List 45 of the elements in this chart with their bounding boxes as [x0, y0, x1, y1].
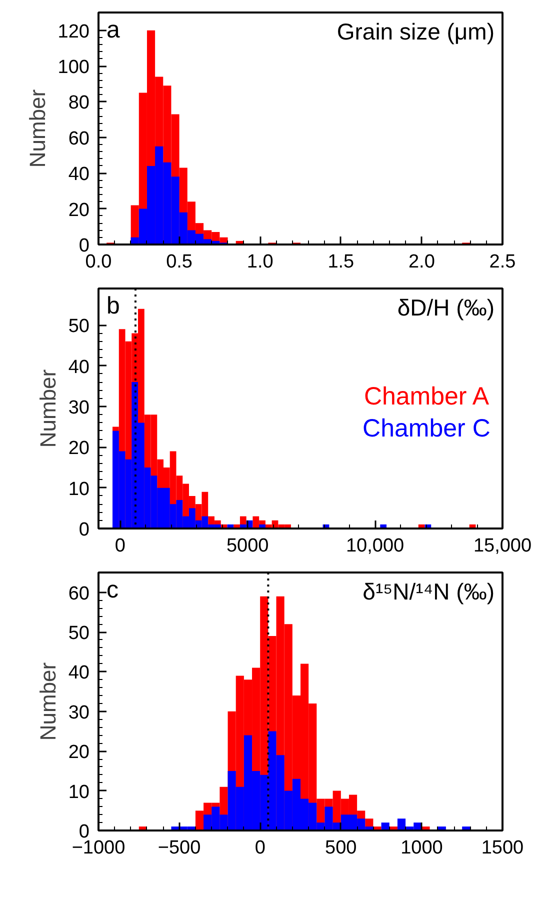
- x-tick-label: 0.5: [166, 252, 193, 272]
- y-tick-label: 120: [58, 21, 90, 42]
- x-tick-label: −500: [158, 838, 201, 858]
- y-tick-label: 40: [68, 164, 90, 186]
- x-tick-label: 1.5: [328, 252, 354, 272]
- y-tick-label: 100: [58, 57, 90, 78]
- chart-title: Grain size (μm): [336, 18, 495, 44]
- annotation: b: [106, 292, 120, 320]
- y-axis-title: Number: [24, 89, 50, 168]
- x-tick-label: 5000: [226, 536, 269, 556]
- y-tick-label: 10: [68, 782, 90, 803]
- x-tick-label: −1000: [72, 838, 126, 858]
- y-tick-label: 50: [68, 623, 90, 644]
- y-tick-label: 60: [68, 128, 90, 150]
- y-tick-label: 80: [68, 92, 90, 114]
- y-tick-label: 20: [68, 200, 90, 221]
- chart-title: δD/H (‰): [397, 294, 495, 320]
- y-axis-title: Number: [35, 662, 60, 741]
- x-tick-label: 10,000: [346, 536, 404, 556]
- x-tick-label: 0: [254, 838, 266, 858]
- y-tick-label: 30: [68, 397, 90, 418]
- y-axis-title: Number: [35, 369, 60, 448]
- x-tick-label: 1.0: [246, 252, 274, 272]
- annotation: c: [106, 576, 118, 604]
- y-tick-label: 50: [68, 316, 90, 338]
- x-tick-label: 2.0: [408, 252, 435, 272]
- x-tick-label: 0.0: [85, 252, 112, 272]
- y-tick-label: 30: [68, 702, 90, 724]
- y-tick-label: 20: [68, 438, 90, 460]
- y-tick-label: 0: [78, 520, 90, 540]
- text: Chamber C: [362, 414, 490, 442]
- x-tick-label: 2.5: [489, 252, 516, 272]
- y-tick-label: 40: [68, 356, 90, 378]
- x-tick-label: 500: [325, 838, 357, 858]
- x-tick-label: 1500: [481, 838, 524, 858]
- y-tick-label: 60: [68, 583, 90, 604]
- y-tick-label: 10: [68, 478, 90, 500]
- y-tick-label: 40: [68, 662, 90, 684]
- x-tick-label: 0: [114, 536, 126, 556]
- text: Chamber A: [364, 382, 490, 410]
- x-tick-label: 15,000: [473, 536, 532, 556]
- annotation: a: [106, 16, 120, 44]
- y-tick-label: 20: [68, 742, 90, 764]
- x-tick-label: 1000: [400, 838, 443, 858]
- chart-title: δ¹⁵N/¹⁴N (‰): [362, 578, 494, 604]
